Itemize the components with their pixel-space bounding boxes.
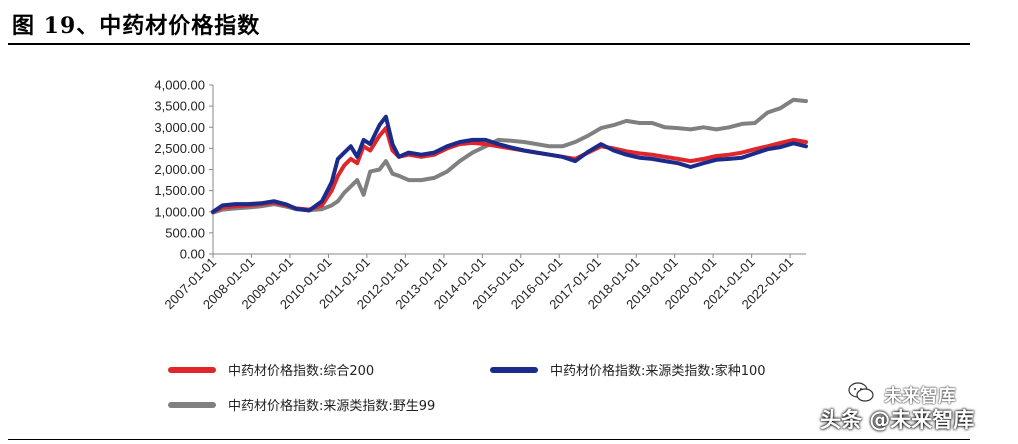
legend-label-composite: 中药材价格指数:综合200 <box>228 364 375 379</box>
figure-title: 图 19、中药材价格指数 <box>12 13 261 39</box>
series-line-2 <box>211 97 808 215</box>
legend-item-composite: 中药材价格指数:综合200 <box>168 360 374 379</box>
series-line-0 <box>211 126 808 214</box>
y-axis: 4,000.00 3,500.00 3,000.00 2,500.00 2,000.00… <box>154 78 806 262</box>
series-line-1 <box>211 114 808 214</box>
y-tick-label: 2,000.00 <box>154 162 205 177</box>
legend-item-cultivated: 中药材价格指数:来源类指数:家种100 <box>490 360 766 379</box>
legend-item-wild: 中药材价格指数:来源类指数:野生99 <box>168 395 435 414</box>
bottom-rule <box>8 439 970 440</box>
y-tick-label: 2,500.00 <box>154 141 205 156</box>
y-tick-label: 0.00 <box>180 247 205 262</box>
y-tick-label: 1,500.00 <box>154 183 205 198</box>
y-tick-label: 3,500.00 <box>154 99 205 114</box>
watermark-line-1: 未来智库 <box>884 386 956 407</box>
y-tick-label: 1,000.00 <box>154 204 205 219</box>
x-axis: 2007-01-012008-01-012009-01-012010-01-01… <box>161 254 796 312</box>
legend-swatch-cultivated <box>490 366 538 373</box>
legend-label-wild: 中药材价格指数:来源类指数:野生99 <box>228 399 436 414</box>
y-tick-label: 3,000.00 <box>154 120 205 135</box>
legend-swatch-composite <box>168 366 216 373</box>
legend-swatch-wild <box>168 401 216 408</box>
watermark-line-2: 头条 @未来智库 <box>820 408 975 432</box>
wechat-icon <box>848 382 874 402</box>
legend-label-cultivated: 中药材价格指数:来源类指数:家种100 <box>550 364 766 379</box>
y-tick-label: 500.00 <box>165 225 205 240</box>
series-lines <box>211 97 808 215</box>
top-rule <box>8 43 970 45</box>
y-tick-label: 4,000.00 <box>154 78 205 93</box>
